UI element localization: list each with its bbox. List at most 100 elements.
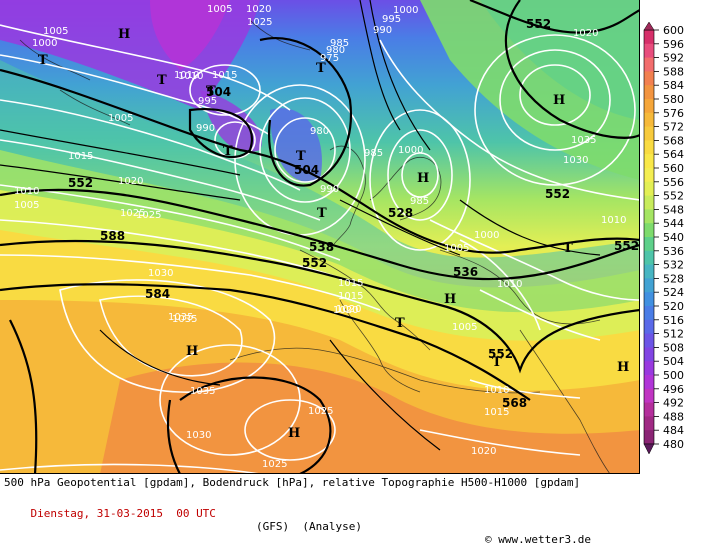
pressure-label: 1005: [108, 113, 133, 124]
pressure-label: 1030: [563, 155, 588, 166]
color-scale-tick-label: 544: [663, 217, 684, 230]
low-marker: T: [223, 144, 233, 159]
low-marker: T: [296, 149, 306, 164]
pressure-label: 1035: [168, 312, 193, 323]
color-scale-swatch: [644, 306, 654, 321]
color-scale-tick-label: 512: [663, 328, 684, 341]
pressure-label: 1005: [452, 322, 477, 333]
color-scale-swatch: [644, 195, 654, 210]
color-scale-swatch: [644, 333, 654, 348]
low-marker: T: [157, 73, 167, 88]
geopotential-label: 552: [545, 187, 570, 201]
geopotential-label: 552: [526, 17, 551, 31]
high-marker: H: [617, 360, 629, 375]
map-footer: 500 hPa Geopotential [gpdam], Bodendruck…: [0, 474, 704, 546]
high-marker: H: [186, 344, 198, 359]
color-scale-swatch: [644, 43, 654, 59]
pressure-label: 1010: [14, 186, 39, 197]
color-scale-tick-label: 492: [663, 397, 684, 410]
geopotential-label: 552: [488, 347, 513, 361]
low-marker: T: [206, 84, 216, 99]
pressure-label: 1020: [333, 305, 358, 316]
color-scale-swatch: [644, 402, 654, 417]
pressure-label: 1025: [308, 406, 333, 417]
pressure-label: 1005: [207, 4, 232, 15]
pressure-label: 985: [410, 196, 429, 207]
color-scale-tick-label: 540: [663, 231, 684, 244]
pressure-label: 1020: [336, 304, 361, 315]
color-scale-swatch: [644, 292, 654, 307]
color-scale-swatch: [644, 223, 654, 238]
pressure-label: 1005: [14, 200, 39, 211]
copyright-link[interactable]: © www.wetter3.de: [485, 533, 591, 546]
color-scale-swatch: [644, 278, 654, 293]
low-marker: T: [563, 241, 573, 256]
color-scale-swatch: [644, 388, 654, 404]
color-scale-tick-label: 592: [663, 52, 684, 65]
pressure-label: 1010: [174, 70, 199, 81]
pressure-label: 1010: [178, 71, 203, 82]
pressure-label: 985: [364, 148, 383, 159]
pressure-label: 1000: [32, 38, 57, 49]
pressure-label: 980: [310, 126, 329, 137]
color-scale-tick-label: 596: [663, 38, 684, 51]
color-scale-swatch: [644, 209, 654, 224]
color-scale-swatch: [644, 237, 654, 252]
color-scale-tick-label: 488: [663, 410, 684, 423]
geopotential-label: 552: [614, 239, 639, 253]
color-scale-tick-label: 484: [663, 424, 684, 437]
geopotential-label: 504: [206, 85, 231, 99]
geopotential-label: 536: [453, 265, 478, 279]
geopotential-label: 568: [502, 396, 527, 410]
color-scale-tick-label: 528: [663, 272, 684, 285]
color-scale-ticks: 6005965925885845805765725685645605565525…: [654, 24, 684, 451]
color-scale-tick-label: 564: [663, 148, 684, 161]
valid-date: Dienstag, 31-03-2015 00 UTC: [30, 507, 216, 520]
pressure-label: 1020: [573, 28, 598, 39]
high-marker: H: [417, 171, 429, 186]
high-marker: H: [118, 27, 130, 42]
pressure-label: 1015: [212, 70, 237, 81]
color-scale-tick-label: 552: [663, 190, 684, 203]
pressure-label: 1005: [43, 26, 68, 37]
color-scale-tick-label: 548: [663, 203, 684, 216]
low-marker: T: [38, 53, 48, 68]
color-scale-swatch: [644, 168, 654, 183]
color-scale-swatch: [644, 57, 654, 72]
pressure-label: 1010: [497, 279, 522, 290]
color-scale-swatch: [644, 85, 654, 100]
high-marker: H: [444, 292, 456, 307]
pressure-label: 1005: [444, 243, 469, 254]
geopotential-label: 538: [309, 240, 334, 254]
pressure-label: 1020: [471, 446, 496, 457]
model-run: (GFS) (Analyse): [256, 520, 362, 533]
weather-map: H H H H H H H T T T T T T T T T T 552 50…: [0, 0, 640, 474]
pressure-label: 1035: [571, 135, 596, 146]
color-scale-tick-label: 560: [663, 162, 684, 175]
color-scale-swatch: [644, 319, 654, 335]
pressure-label: 990: [320, 184, 339, 195]
color-scale-tick-label: 576: [663, 107, 684, 120]
color-scale-tick-label: 556: [663, 176, 684, 189]
color-scale-tick-label: 536: [663, 245, 684, 258]
pressure-label: 985: [330, 38, 349, 49]
pressure-label: 990: [373, 25, 392, 36]
pressure-label: 990: [196, 123, 215, 134]
geopotential-label: 588: [100, 229, 125, 243]
low-marker: T: [316, 61, 326, 76]
color-scale-swatch: [644, 112, 654, 128]
pressure-label: 980: [326, 45, 345, 56]
color-scale-tick-label: 520: [663, 300, 684, 313]
pressure-label: 1030: [148, 268, 173, 279]
color-scale-tick-label: 588: [663, 65, 684, 78]
pressure-label: 1035: [190, 386, 215, 397]
pressure-label: 1030: [186, 430, 211, 441]
low-marker: T: [317, 206, 327, 221]
pressure-label: 1010: [484, 385, 509, 396]
high-marker: H: [288, 426, 300, 441]
pressure-label: 1025: [247, 17, 272, 28]
color-scale-swatch: [644, 250, 654, 266]
color-scale-tick-label: 600: [663, 24, 684, 37]
color-scale-swatch: [644, 30, 654, 45]
pressure-label: 995: [198, 96, 217, 107]
